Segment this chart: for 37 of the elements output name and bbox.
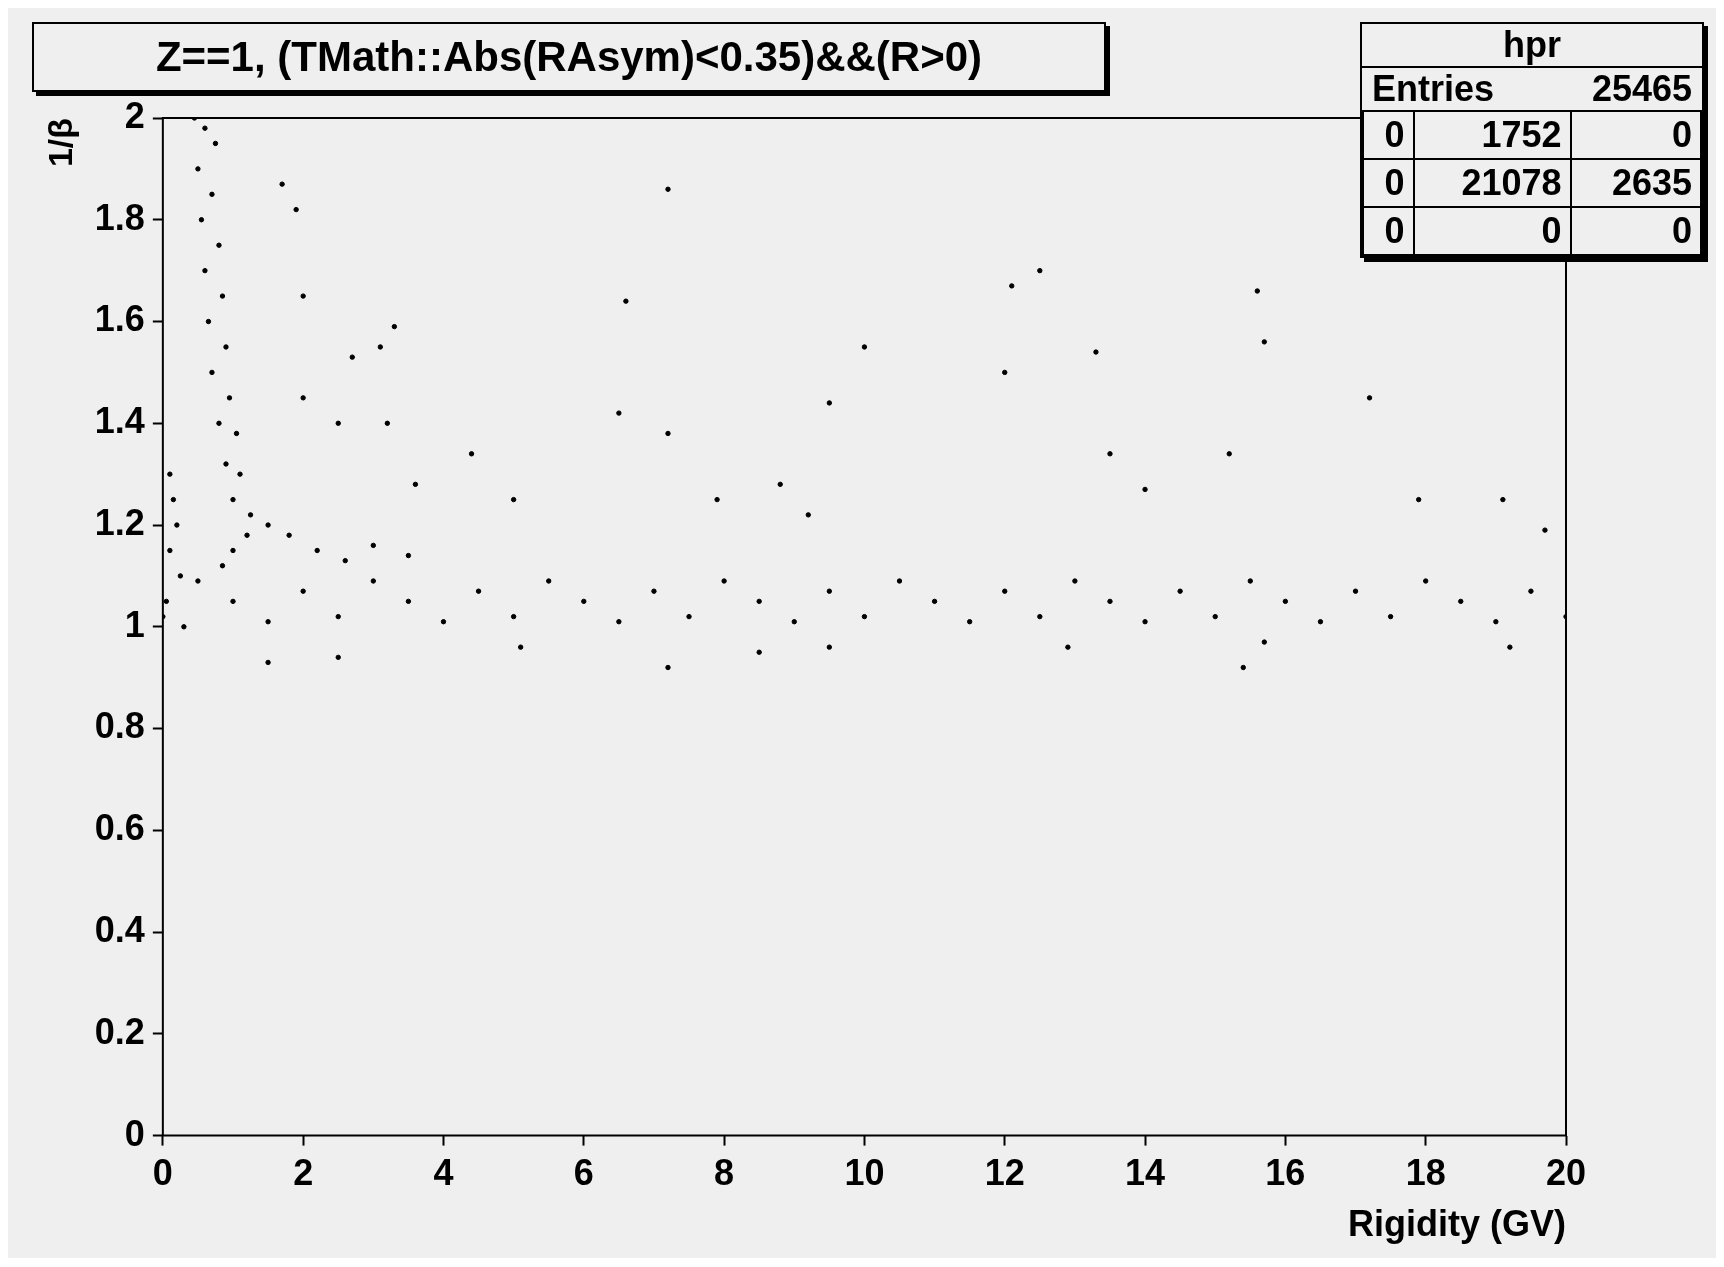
- text: hpr: [1362, 24, 1702, 68]
- x-tick-label: 4: [433, 1152, 454, 1194]
- y-tick-label: 1.4: [94, 400, 145, 442]
- text: 0: [1570, 207, 1701, 255]
- text: Entries: [1372, 68, 1495, 110]
- x-tick-label: 18: [1405, 1152, 1446, 1194]
- x-tick-label: 16: [1265, 1152, 1306, 1194]
- y-axis-title: 1/β: [40, 118, 79, 168]
- annotation: 0: [1363, 111, 1414, 159]
- x-tick-label: 8: [714, 1152, 735, 1194]
- y-tick-label: 2: [124, 94, 145, 136]
- annotation: 1752: [1413, 111, 1571, 159]
- y-tick-label: 1.8: [94, 196, 145, 238]
- text: 25465: [1591, 68, 1692, 110]
- text: 2635: [1570, 159, 1701, 207]
- annotation: 21078: [1413, 159, 1571, 207]
- text: 0: [1570, 111, 1701, 159]
- y-tick-label: 0: [124, 1112, 145, 1154]
- x-tick-label: 12: [984, 1152, 1025, 1194]
- chart-title: Z==1, (TMath::Abs(RAsym)<0.35)&&(R>0): [32, 22, 1106, 92]
- y-tick-label: 1: [124, 603, 145, 645]
- x-tick-label: 0: [152, 1152, 173, 1194]
- x-tick-label: 6: [573, 1152, 594, 1194]
- annotation: 0: [1363, 159, 1414, 207]
- x-tick-label: 20: [1545, 1152, 1587, 1194]
- x-tick-label: 14: [1125, 1152, 1166, 1194]
- x-tick-label: 10: [844, 1152, 885, 1194]
- y-tick-label: 0.8: [94, 705, 145, 747]
- annotation: 0: [1413, 207, 1571, 255]
- y-tick-label: 0.4: [94, 909, 145, 950]
- y-tick-label: 1.6: [94, 298, 145, 340]
- y-tick-label: 0.6: [94, 807, 145, 849]
- x-axis-title: Rigidity (GV): [1348, 1203, 1566, 1245]
- annotation: 0: [1363, 207, 1414, 255]
- x-tick-label: 2: [293, 1152, 314, 1194]
- y-tick-label: 0.2: [94, 1010, 145, 1052]
- y-tick-label: 1.2: [94, 501, 145, 543]
